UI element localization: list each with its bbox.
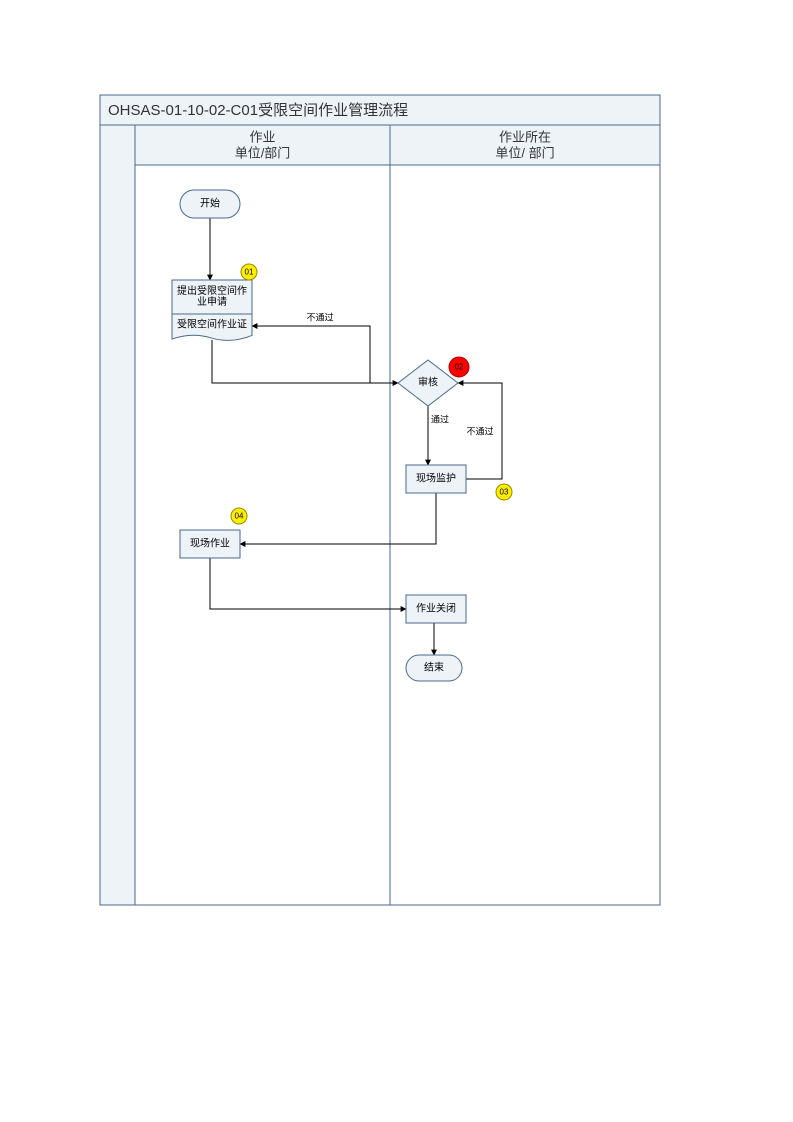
node-label: 现场作业 (190, 537, 230, 550)
node-label: 提出受限空间作 (177, 284, 247, 297)
page-title: OHSAS-01-10-02-C01受限空间作业管理流程 (108, 102, 408, 119)
node-label: 作业关闭 (416, 602, 456, 615)
step-badge-label: 02 (455, 363, 464, 372)
node-label: 业申请 (197, 295, 227, 308)
step-badge-label: 03 (500, 488, 509, 497)
node-label: 受限空间作业证 (177, 318, 247, 331)
swimlane-body (390, 165, 660, 905)
node-label: 现场监护 (416, 472, 456, 485)
flowchart-canvas: OHSAS-01-10-02-C01受限空间作业管理流程作业单位/部门 作业所在单… (0, 0, 793, 1122)
swimlane-header-label: 作业所在 (499, 129, 551, 144)
edge-label: 通过 (431, 413, 449, 424)
swimlane-header-label: 作业 (249, 129, 275, 144)
step-badge-label: 01 (245, 268, 254, 277)
edge-label: 不通过 (306, 311, 333, 322)
swimlane-body (135, 165, 390, 905)
step-badge-label: 04 (235, 512, 244, 521)
left-strip (100, 125, 135, 905)
edge-label: 不通过 (466, 425, 493, 436)
node-label: 审核 (418, 376, 438, 389)
node-label: 开始 (200, 197, 220, 210)
page-container: OHSAS-01-10-02-C01受限空间作业管理流程作业单位/部门 作业所在单… (0, 0, 793, 1122)
swimlane-header-label: 单位/ 部门 (495, 145, 554, 160)
swimlane-header-label: 单位/部门 (235, 145, 291, 160)
node-label: 结束 (424, 661, 444, 674)
